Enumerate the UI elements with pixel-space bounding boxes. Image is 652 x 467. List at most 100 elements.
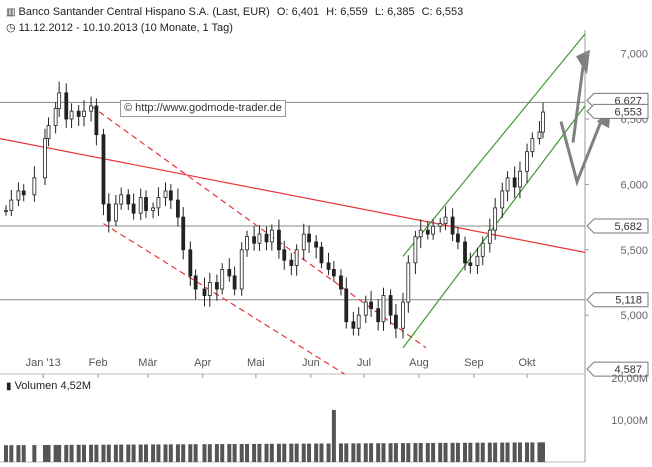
volume-tick-label: 20,00M bbox=[611, 373, 648, 385]
candle bbox=[9, 190, 14, 217]
candle-body bbox=[413, 236, 418, 264]
candle bbox=[505, 171, 510, 202]
x-tick-label: Sep bbox=[464, 357, 484, 369]
volume-bar bbox=[188, 444, 193, 462]
candle-body bbox=[144, 197, 148, 211]
volume-bar bbox=[64, 444, 69, 462]
volume-bar bbox=[202, 444, 207, 462]
candle-body bbox=[344, 288, 349, 323]
candle bbox=[69, 103, 74, 129]
candle bbox=[463, 236, 467, 271]
candle-body bbox=[339, 275, 343, 290]
candle bbox=[331, 261, 336, 282]
y-tick-label: 6,000 bbox=[620, 179, 648, 191]
candle bbox=[500, 182, 505, 218]
candle bbox=[413, 230, 418, 274]
volume-bar bbox=[101, 444, 106, 462]
candle bbox=[89, 96, 93, 122]
candle bbox=[339, 269, 343, 296]
candle bbox=[443, 206, 448, 231]
candle-body bbox=[269, 229, 274, 243]
candle-body bbox=[32, 177, 37, 196]
y-tick-label: 5,500 bbox=[620, 245, 648, 257]
volume-bar bbox=[245, 443, 250, 462]
volume-label: Volumen bbox=[14, 380, 58, 392]
candle-body bbox=[289, 259, 294, 266]
low-value: 6,385 bbox=[387, 6, 415, 18]
volume-bar bbox=[468, 442, 473, 462]
candle-body bbox=[443, 216, 448, 225]
volume-bar bbox=[381, 443, 386, 462]
grid-lines bbox=[0, 30, 586, 463]
candle-body bbox=[76, 110, 81, 117]
chart-title: Banco Santander Central Hispano S.A. (La… bbox=[18, 6, 270, 18]
candle bbox=[431, 218, 436, 240]
candle-body bbox=[512, 177, 517, 188]
candle-body bbox=[363, 301, 368, 316]
candle bbox=[326, 252, 331, 276]
candle bbox=[21, 184, 26, 202]
volume-bar bbox=[76, 444, 81, 462]
candle-body bbox=[394, 314, 398, 329]
gray-arrow-up-head bbox=[576, 49, 590, 75]
candle-body bbox=[43, 138, 47, 179]
y-tick-label: 5,000 bbox=[620, 310, 648, 322]
gray-arrow-zigzag bbox=[559, 115, 605, 187]
candle-body bbox=[480, 242, 485, 257]
price-label-box bbox=[586, 103, 649, 119]
candle-body bbox=[202, 288, 207, 296]
price-label-text: 6,553 bbox=[614, 106, 642, 118]
bar-chart-icon: ▮ bbox=[6, 381, 12, 392]
volume-bar bbox=[530, 442, 535, 462]
candle bbox=[202, 277, 207, 307]
volume-bar bbox=[480, 442, 485, 462]
candle-body bbox=[9, 199, 14, 211]
volume-bar bbox=[156, 444, 161, 462]
candle-body bbox=[314, 241, 319, 248]
volume-bar bbox=[525, 442, 530, 462]
candle bbox=[16, 182, 21, 207]
candle-body bbox=[106, 203, 111, 222]
volume-panel: 20,00M 10,00M bbox=[4, 373, 648, 462]
candle-body bbox=[101, 134, 106, 205]
candle bbox=[245, 230, 249, 257]
volume-bar bbox=[294, 443, 299, 462]
candle-body bbox=[176, 199, 180, 218]
candle-body bbox=[46, 125, 51, 140]
candle bbox=[475, 247, 480, 274]
candle-body bbox=[282, 249, 287, 261]
candle bbox=[106, 193, 111, 233]
price-label-box bbox=[586, 218, 649, 234]
volume-bar bbox=[4, 445, 8, 462]
volume-bar bbox=[338, 443, 343, 462]
volume-bar bbox=[344, 443, 349, 462]
x-tick-label: Jan '13 bbox=[26, 357, 61, 369]
candle bbox=[269, 224, 274, 251]
trend-overlays bbox=[0, 33, 611, 375]
candle-body bbox=[376, 308, 381, 323]
volume-bar bbox=[151, 444, 156, 462]
volume-bar bbox=[363, 443, 368, 462]
candle-body bbox=[82, 110, 86, 117]
candle-body bbox=[220, 268, 225, 290]
candle bbox=[76, 105, 81, 126]
candle-body bbox=[487, 229, 492, 244]
candle-body bbox=[252, 236, 257, 244]
candle-body bbox=[227, 268, 232, 277]
candle-body bbox=[16, 190, 21, 201]
price-label: 5,118 bbox=[586, 292, 649, 308]
candle-body bbox=[351, 321, 356, 329]
volume-bar bbox=[264, 443, 269, 462]
candle bbox=[4, 205, 8, 216]
candle-body bbox=[113, 203, 118, 222]
candle-body bbox=[156, 197, 161, 209]
volume-bar bbox=[400, 443, 405, 462]
volume-bar bbox=[388, 443, 393, 462]
candle-body bbox=[277, 229, 281, 251]
volume-bar bbox=[252, 443, 257, 462]
volume-bar bbox=[541, 442, 545, 462]
candle bbox=[525, 143, 529, 183]
candle-body bbox=[450, 216, 455, 235]
